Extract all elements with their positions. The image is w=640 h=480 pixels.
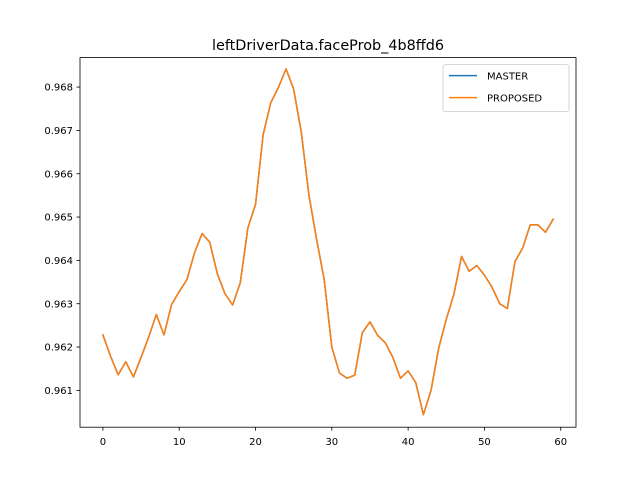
y-tick-label: 0.962: [44, 343, 73, 354]
chart-title: leftDriverData.faceProb_4b8ffd6: [212, 38, 444, 54]
y-tick-label: 0.963: [44, 299, 73, 310]
series-lines: [101, 68, 555, 416]
y-tick-label: 0.968: [44, 83, 73, 94]
x-tick-label: 30: [325, 437, 338, 448]
axis-ticks: 0 10 20 30 40 50 60 0.961 0.962 0.963 0.964 0.965 0.…: [44, 83, 567, 449]
y-tick-label: 0.965: [44, 213, 73, 224]
legend: MASTER PROPOSED: [442, 64, 570, 112]
plot-area-frame: [79, 57, 577, 428]
x-tick-label: 50: [478, 437, 491, 448]
y-tick-label: 0.961: [44, 386, 73, 397]
x-tick-label: 20: [249, 437, 262, 448]
series-line-proposed: [101, 68, 555, 416]
y-tick-label: 0.964: [44, 256, 73, 267]
x-tick-label: 40: [402, 437, 415, 448]
x-tick-label: 0: [100, 437, 106, 448]
y-tick-label: 0.966: [44, 169, 73, 180]
x-tick-label: 60: [554, 437, 567, 448]
legend-label-proposed: PROPOSED: [487, 94, 542, 105]
legend-label-master: MASTER: [487, 72, 528, 83]
y-tick-label: 0.967: [44, 126, 73, 137]
x-tick-label: 10: [173, 437, 186, 448]
